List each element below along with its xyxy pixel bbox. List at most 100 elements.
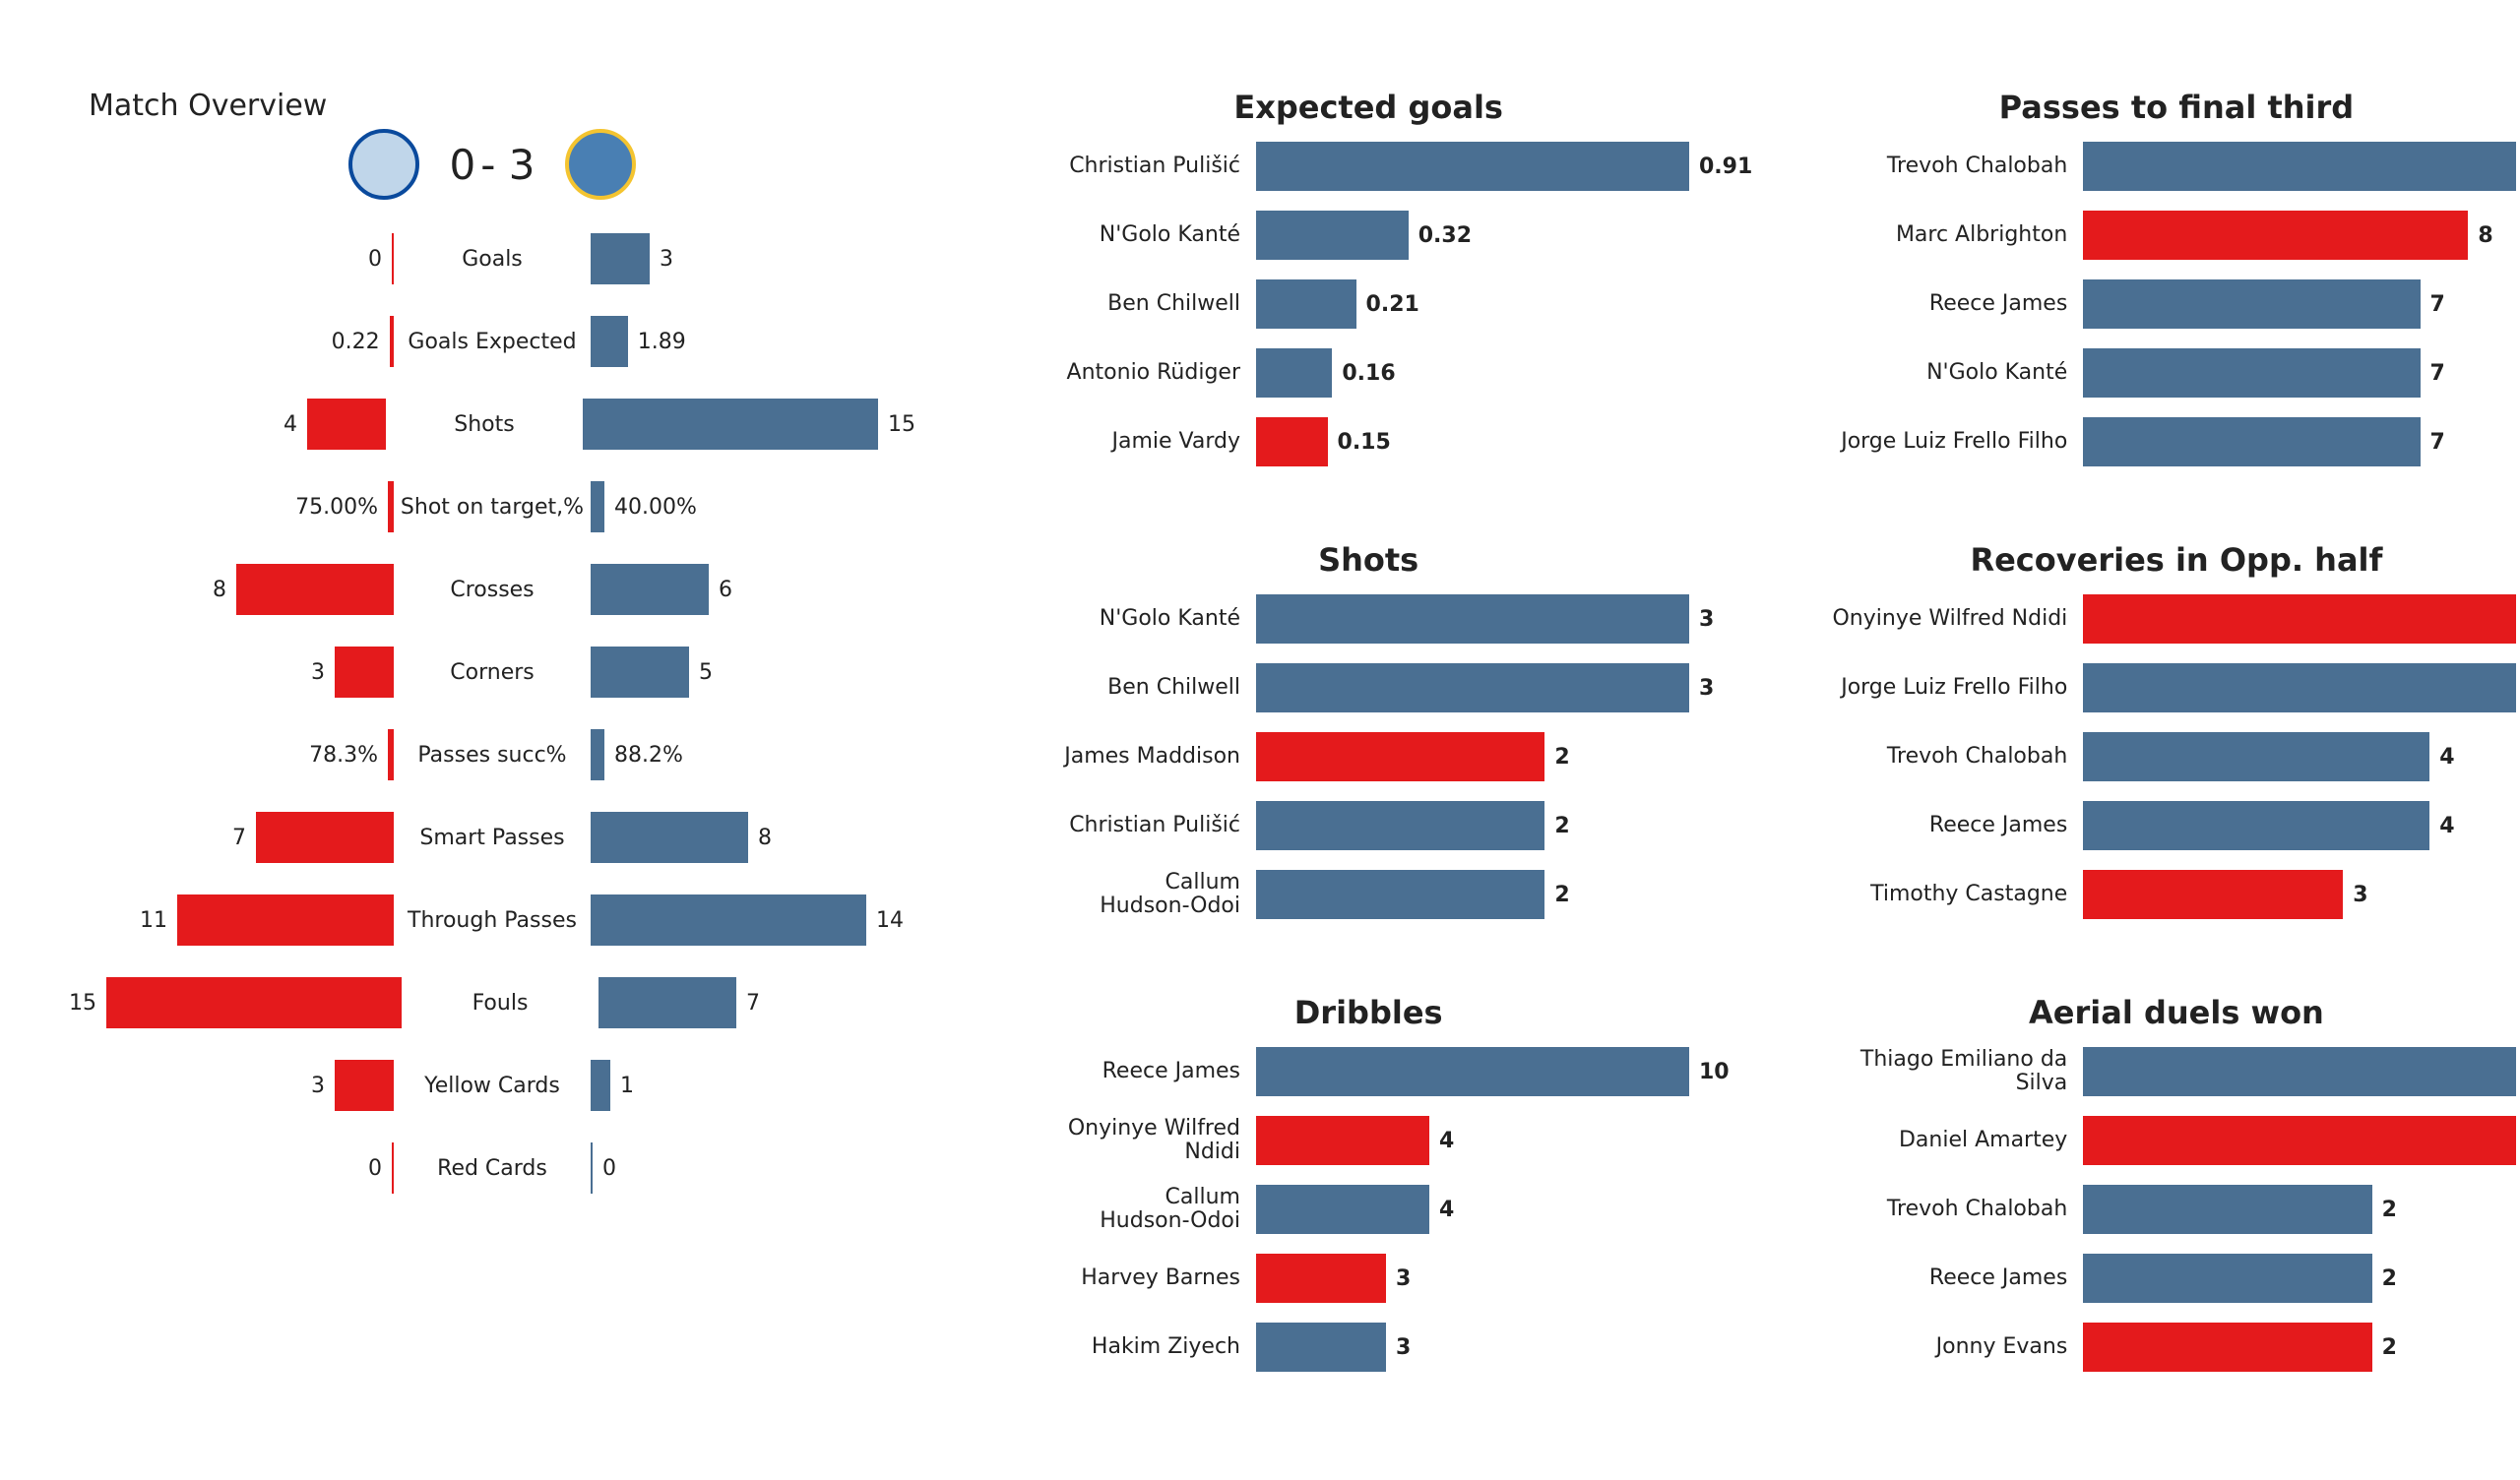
bar-track: 5 bbox=[2083, 663, 2520, 712]
away-value: 7 bbox=[736, 991, 770, 1016]
player-name: James Maddison bbox=[984, 745, 1256, 769]
overview-row: 0.22Goals Expected1.89 bbox=[59, 300, 925, 383]
player-row: Christian Pulišić 0.91 bbox=[984, 132, 1752, 201]
bar-track: 0.16 bbox=[1256, 348, 1752, 398]
overview-home-side: 4 bbox=[59, 399, 386, 450]
player-bar bbox=[2083, 348, 2420, 398]
player-name: N'Golo Kanté bbox=[984, 223, 1256, 247]
player-value: 5 bbox=[2516, 607, 2520, 632]
away-bar bbox=[591, 729, 604, 780]
overview-away-side: 40.00% bbox=[591, 481, 925, 532]
overview-row: 0Red Cards0 bbox=[59, 1127, 925, 1209]
bar-track: 3 bbox=[1256, 594, 1752, 644]
player-name: Thiago Emiliano daSilva bbox=[1811, 1048, 2083, 1095]
overview-away-side: 7 bbox=[598, 977, 925, 1028]
player-value: 0.21 bbox=[1356, 292, 1419, 317]
mini-chart-title: Expected goals bbox=[984, 89, 1752, 126]
overview-home-side: 0 bbox=[59, 1142, 394, 1194]
player-row: Antonio Rüdiger 0.16 bbox=[984, 339, 1752, 407]
overview-row: 7Smart Passes 8 bbox=[59, 796, 925, 879]
away-bar bbox=[583, 399, 878, 450]
overview-row: 75.00%Shot on target,%40.00% bbox=[59, 465, 925, 548]
stat-label: Smart Passes bbox=[394, 826, 591, 850]
player-value: 7 bbox=[2421, 430, 2445, 455]
player-name: Timothy Castagne bbox=[1811, 883, 2083, 906]
away-bar bbox=[598, 977, 736, 1028]
scoreline-row: 0 - 3 bbox=[59, 129, 925, 200]
bar-track: 2 bbox=[2083, 1254, 2520, 1303]
away-value: 14 bbox=[866, 908, 914, 933]
player-bar bbox=[1256, 870, 1544, 919]
bar-track: 3 bbox=[1256, 1323, 1752, 1372]
player-bar bbox=[2083, 142, 2516, 191]
player-name: Jonny Evans bbox=[1811, 1335, 2083, 1359]
overview-home-side: 0 bbox=[59, 233, 394, 284]
player-name: Reece James bbox=[984, 1060, 1256, 1083]
player-value: 5 bbox=[2516, 676, 2520, 701]
home-bar bbox=[236, 564, 394, 615]
player-name: Antonio Rüdiger bbox=[984, 361, 1256, 385]
overview-row: 11Through Passes14 bbox=[59, 879, 925, 961]
overview-bars: 0Goals30.22Goals Expected1.894Shots1575.… bbox=[59, 217, 925, 1209]
away-team-badge-icon bbox=[565, 129, 636, 200]
player-name: Ben Chilwell bbox=[984, 676, 1256, 700]
mini-chart-title: Dribbles bbox=[984, 994, 1752, 1031]
bar-track: 4 bbox=[1256, 1116, 1752, 1165]
player-bar bbox=[1256, 1116, 1429, 1165]
player-row: Hakim Ziyech3 bbox=[984, 1313, 1752, 1382]
away-bar bbox=[591, 647, 689, 698]
overview-row: 15Fouls7 bbox=[59, 961, 925, 1044]
stat-label: Yellow Cards bbox=[394, 1074, 591, 1098]
player-value: 2 bbox=[1544, 883, 1569, 907]
overview-home-side: 11 bbox=[59, 894, 394, 946]
player-row: Daniel Amartey3 bbox=[1811, 1106, 2520, 1175]
player-name: Christian Pulišić bbox=[984, 154, 1256, 178]
match-overview-panel: Match Overview 0 - 3 0Goals30.22Goals Ex… bbox=[59, 89, 925, 1421]
mini-chart: Recoveries in Opp. halfOnyinye Wilfred N… bbox=[1811, 541, 2520, 968]
player-value: 2 bbox=[2372, 1266, 2397, 1291]
bar-track: 3 bbox=[2083, 870, 2520, 919]
score-text: 0 - 3 bbox=[449, 141, 535, 189]
bar-track: 7 bbox=[2083, 417, 2520, 466]
home-bar bbox=[256, 812, 394, 863]
home-value: 0.22 bbox=[322, 330, 390, 354]
overview-home-side: 7 bbox=[59, 812, 394, 863]
overview-away-side: 1 bbox=[591, 1060, 925, 1111]
home-value: 3 bbox=[301, 1074, 335, 1098]
player-value: 0.91 bbox=[1689, 154, 1752, 179]
player-bar bbox=[2083, 1254, 2371, 1303]
player-value: 0.16 bbox=[1332, 361, 1395, 386]
bar-track: 2 bbox=[1256, 801, 1752, 850]
bar-track: 5 bbox=[2083, 594, 2520, 644]
player-row: CallumHudson-Odoi2 bbox=[984, 860, 1752, 929]
bar-track: 0.32 bbox=[1256, 211, 1752, 260]
overview-away-side: 1.89 bbox=[591, 316, 925, 367]
bar-track: 0.91 bbox=[1256, 142, 1752, 191]
player-bar bbox=[1256, 732, 1544, 781]
mini-chart-title: Shots bbox=[984, 541, 1752, 579]
home-bar bbox=[307, 399, 386, 450]
player-bar bbox=[1256, 142, 1689, 191]
player-bar bbox=[2083, 1323, 2371, 1372]
player-name: Jorge Luiz Frello Filho bbox=[1811, 430, 2083, 454]
player-stat-grid: Expected goals Christian Pulišić 0.91 N'Gol… bbox=[925, 89, 2520, 1421]
mini-chart-title: Passes to final third bbox=[1811, 89, 2520, 126]
player-value: 0.15 bbox=[1328, 430, 1391, 455]
player-value: 2 bbox=[1544, 745, 1569, 770]
mini-chart: Aerial duels wonThiago Emiliano daSilva3… bbox=[1811, 994, 2520, 1421]
away-bar bbox=[591, 812, 748, 863]
away-value: 8 bbox=[748, 826, 782, 850]
mini-chart: ShotsN'Golo Kanté3Ben Chilwell3James Mad… bbox=[984, 541, 1752, 968]
player-bar bbox=[1256, 211, 1409, 260]
stat-label: Fouls bbox=[402, 991, 598, 1016]
overview-row: 4Shots15 bbox=[59, 383, 925, 465]
player-name: Jorge Luiz Frello Filho bbox=[1811, 676, 2083, 700]
player-value: 2 bbox=[2372, 1335, 2397, 1360]
player-row: Reece James2 bbox=[1811, 1244, 2520, 1313]
player-row: CallumHudson-Odoi4 bbox=[984, 1175, 1752, 1244]
player-row: Timothy Castagne3 bbox=[1811, 860, 2520, 929]
overview-away-side: 14 bbox=[591, 894, 925, 946]
home-value: 11 bbox=[130, 908, 177, 933]
player-row: Jamie Vardy0.15 bbox=[984, 407, 1752, 476]
bar-track: 8 bbox=[2083, 211, 2520, 260]
